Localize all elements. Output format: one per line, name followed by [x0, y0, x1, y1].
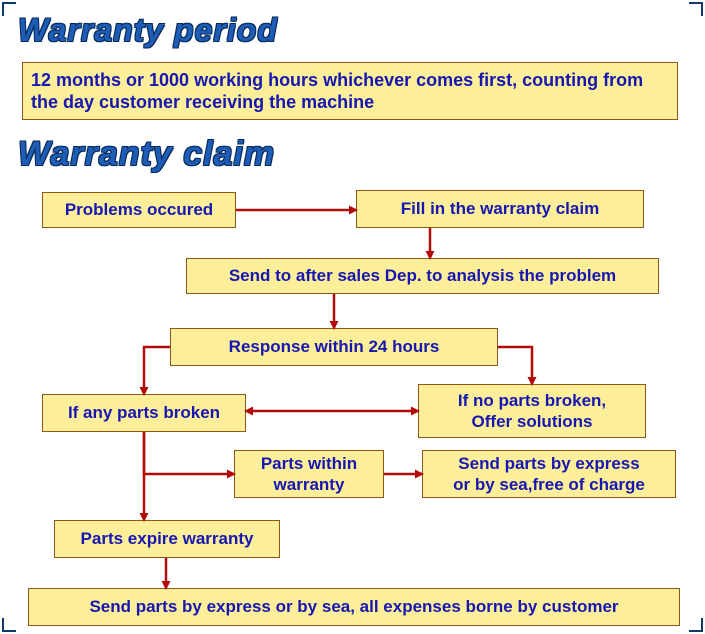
corner-top-right: [689, 2, 703, 16]
box-parts-expire-warranty: Parts expire warranty: [54, 520, 280, 558]
corner-top-left: [2, 2, 16, 16]
box-no-parts-broken: If no parts broken,Offer solutions: [418, 384, 646, 438]
box-send-to-dep: Send to after sales Dep. to analysis the…: [186, 258, 659, 294]
box-problems-occured: Problems occured: [42, 192, 236, 228]
box-fill-claim: Fill in the warranty claim: [356, 190, 644, 228]
box-parts-broken: If any parts broken: [42, 394, 246, 432]
box-send-customer-pays: Send parts by express or by sea, all exp…: [28, 588, 680, 626]
corner-bottom-right: [689, 618, 703, 632]
box-send-free: Send parts by expressor by sea,free of c…: [422, 450, 676, 498]
heading-warranty-claim: Warranty claim: [18, 135, 275, 174]
box-warranty-period-info: 12 months or 1000 working hours whicheve…: [22, 62, 678, 120]
box-parts-within-warranty: Parts withinwarranty: [234, 450, 384, 498]
corner-bottom-left: [2, 618, 16, 632]
box-response-24h: Response within 24 hours: [170, 328, 498, 366]
heading-warranty-period: Warranty period: [18, 12, 278, 49]
